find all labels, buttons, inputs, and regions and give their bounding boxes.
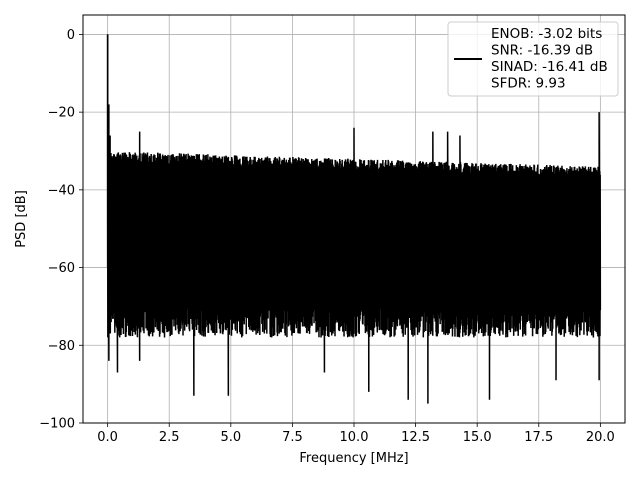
x-tick-label: 12.5: [401, 430, 430, 445]
legend-entry-sfdr: SFDR: 9.93: [491, 76, 566, 92]
y-tick-label: −80: [48, 339, 75, 354]
x-tick-label: 10.0: [340, 430, 369, 445]
y-tick-label: 0: [67, 28, 75, 43]
psd-series-line: [106, 34, 602, 404]
x-tick-label: 15.0: [463, 430, 492, 445]
legend: ENOB: -3.02 bits SNR: -16.39 dB SINAD: -…: [447, 21, 619, 97]
x-axis: 0.0 2.5 5.0 7.5 10.0 12.5 15.0 17.5 20.0: [97, 423, 615, 445]
y-tick-label: −20: [48, 106, 75, 121]
legend-entry-snr: SNR: -16.39 dB: [491, 43, 593, 59]
y-axis: 0 −20 −40 −60 −80 −100: [39, 28, 83, 432]
x-tick-label: 7.5: [282, 430, 303, 445]
legend-entry-enob: ENOB: -3.02 bits: [491, 26, 602, 42]
x-tick-label: 20.0: [586, 430, 615, 445]
x-axis-label: Frequency [MHz]: [299, 451, 408, 466]
plot-area: [106, 34, 602, 404]
x-tick-label: 17.5: [524, 430, 553, 445]
y-tick-label: −40: [48, 183, 75, 198]
x-tick-label: 0.0: [97, 430, 118, 445]
legend-entry-sinad: SINAD: -16.41 dB: [491, 59, 608, 75]
y-tick-label: −100: [39, 417, 75, 432]
x-tick-label: 5.0: [220, 430, 241, 445]
x-tick-label: 2.5: [159, 430, 180, 445]
y-axis-label: PSD [dB]: [14, 190, 29, 248]
legend-box: [447, 21, 619, 97]
y-tick-label: −60: [48, 261, 75, 276]
